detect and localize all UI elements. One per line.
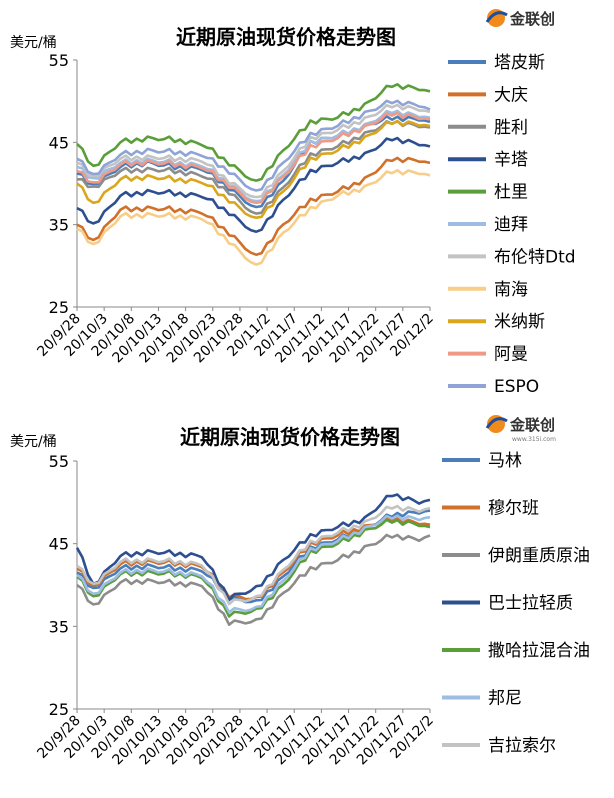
legend-label: 杜里 [494, 183, 528, 203]
brand-logo: 金联创 www.315i.com [485, 415, 556, 443]
y-tick-label: 45 [49, 133, 69, 152]
series-line [76, 109, 431, 203]
chart-panel-bottom: 近期原油现货价格走势图 美元/桶 金联创 www.315i.com 25 35 45… [0, 400, 614, 798]
logo-text: 金联创 [509, 416, 555, 434]
legend-label: 迪拜 [494, 215, 528, 235]
series-line [76, 168, 431, 266]
legend-label: 撒哈拉混合油 [488, 641, 590, 661]
series-line [76, 119, 431, 219]
legend-label: 米纳斯 [494, 312, 545, 332]
legend-label: 吉拉索尔 [488, 736, 556, 756]
legend-label: 布伦特Dtd [494, 247, 576, 267]
legend-label: 南海 [494, 280, 528, 300]
series-line [76, 103, 431, 199]
chart-bottom: 近期原油现货价格走势图 美元/桶 金联创 www.315i.com 25 35 45… [10, 415, 590, 768]
y-tick-label: 25 [49, 700, 69, 719]
series-line [76, 136, 431, 233]
y-tick-label: 55 [49, 452, 69, 471]
series-line [76, 533, 431, 626]
y-tick-label: 35 [49, 216, 69, 235]
logo-swoosh-icon [485, 11, 508, 23]
chart-panel-top: 近期原油现货价格走势图 美元/桶 金联创 25 35 45 55 20/9/28 20/1… [10, 9, 576, 397]
legend-label: 大庆 [494, 85, 528, 105]
legend-label: 马林 [488, 451, 522, 471]
y-axis-unit: 美元/桶 [10, 35, 57, 51]
legend-label: 胜利 [494, 118, 528, 138]
series-line [76, 99, 431, 192]
y-tick-label: 25 [49, 298, 69, 317]
legend-label: 邦尼 [488, 689, 522, 709]
series-line [76, 504, 431, 606]
series-line [76, 120, 431, 215]
series-line [76, 111, 431, 205]
y-axis-unit: 美元/桶 [10, 434, 57, 450]
y-tick-label: 55 [49, 51, 69, 70]
logo-text: 金联创 [509, 10, 555, 28]
legend-label: 塔皮斯 [494, 53, 545, 73]
brand-logo: 金联创 [485, 9, 555, 28]
legend-label: 阿曼 [494, 345, 528, 365]
legend-label: 伊朗重质原油 [488, 546, 590, 566]
series-line [76, 156, 431, 256]
legend-label: 穆尔班 [488, 499, 539, 519]
logo-url: www.315i.com [512, 436, 556, 443]
logo-swoosh-icon [485, 417, 508, 429]
legend-label: 辛塔 [494, 150, 528, 170]
legend-label: ESPO [494, 377, 539, 397]
series-line [76, 518, 431, 618]
y-tick-label: 45 [49, 535, 69, 554]
chart-title: 近期原油现货价格走势图 [180, 425, 400, 449]
legend-label: 巴士拉轻质 [488, 594, 573, 614]
chart-title: 近期原油现货价格走势图 [176, 25, 396, 49]
y-tick-label: 35 [49, 617, 69, 636]
chart-top: 近期原油现货价格走势图 美元/桶 金联创 2535455520/9/2820/1… [10, 9, 576, 397]
series-line [75, 493, 431, 602]
series-line [76, 83, 431, 182]
series-line [76, 514, 431, 614]
